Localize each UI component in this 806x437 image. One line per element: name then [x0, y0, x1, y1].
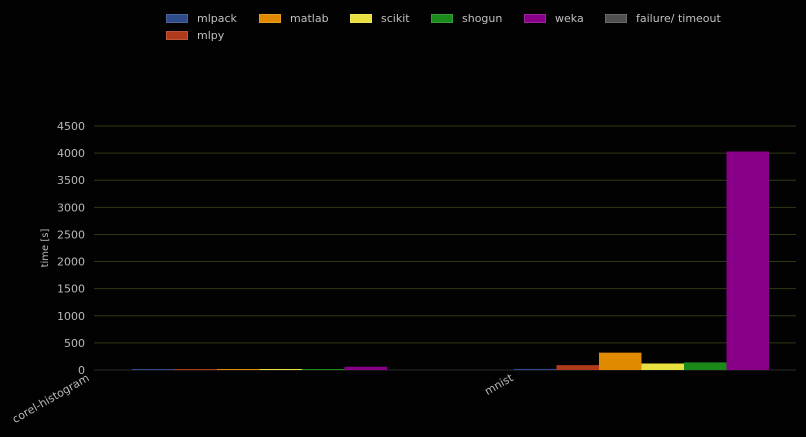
y-axis-label: time [s]	[40, 229, 51, 268]
y-tick-label: 3500	[57, 174, 85, 187]
legend-label: weka	[555, 12, 584, 25]
bar-scikit-mnist	[641, 363, 684, 370]
y-axis-ticks: 0 500 1000 1500 2000 2500 3000 3500 4000 4500	[57, 120, 85, 377]
legend-label: mlpy	[197, 29, 225, 42]
bar-weka-mnist	[726, 151, 769, 370]
bar-shogun-corel-histogram	[302, 369, 345, 370]
bar-shogun-mnist	[684, 362, 727, 370]
y-tick-label: 1500	[57, 283, 85, 296]
x-axis-ticks: corel-histogram mnist	[10, 371, 516, 426]
legend-swatch	[259, 14, 281, 23]
bar-mlpy-mnist	[556, 365, 599, 370]
y-tick-label: 1000	[57, 310, 85, 323]
y-tick-label: 2500	[57, 228, 85, 241]
legend-label: failure/ timeout	[636, 12, 721, 25]
bar-weka-corel-histogram	[344, 366, 387, 370]
legend-swatch	[166, 14, 188, 23]
legend-item: scikit	[350, 12, 410, 25]
legend-label: matlab	[290, 12, 329, 25]
legend-item: failure/ timeout	[605, 12, 721, 25]
bar-matlab-mnist	[599, 352, 642, 370]
y-tick-label: 3000	[57, 201, 85, 214]
chart-legend: mlpack mlpy matlab scikit shogun weka failure/…	[0, 0, 806, 50]
y-tick-label: 4500	[57, 120, 85, 133]
legend-item: mlpack	[166, 12, 237, 25]
legend-item: shogun	[431, 12, 502, 25]
bar-mlpy-corel-histogram	[174, 369, 217, 370]
legend-item: mlpy	[166, 29, 224, 42]
bar-mlpack-mnist	[514, 368, 557, 370]
bar-mlpack-corel-histogram	[132, 369, 175, 370]
grid-lines	[94, 125, 796, 371]
legend-label: shogun	[462, 12, 503, 25]
y-tick-label: 500	[64, 337, 85, 350]
legend-swatch	[431, 14, 453, 23]
x-tick-label: mnist	[482, 371, 516, 398]
legend-swatch	[166, 31, 188, 40]
bars	[132, 151, 769, 370]
y-tick-label: 2000	[57, 256, 85, 269]
bar-scikit-corel-histogram	[259, 369, 302, 370]
legend-label: mlpack	[197, 12, 237, 25]
legend-label: scikit	[381, 12, 410, 25]
legend-swatch	[350, 14, 372, 23]
legend-swatch	[524, 14, 546, 23]
y-tick-label: 0	[78, 364, 85, 377]
x-tick-label: corel-histogram	[10, 371, 92, 426]
y-tick-label: 4000	[57, 147, 85, 160]
legend-swatch	[605, 14, 627, 23]
legend-item: weka	[524, 12, 584, 25]
legend-item: matlab	[259, 12, 329, 25]
bar-matlab-corel-histogram	[217, 369, 260, 370]
